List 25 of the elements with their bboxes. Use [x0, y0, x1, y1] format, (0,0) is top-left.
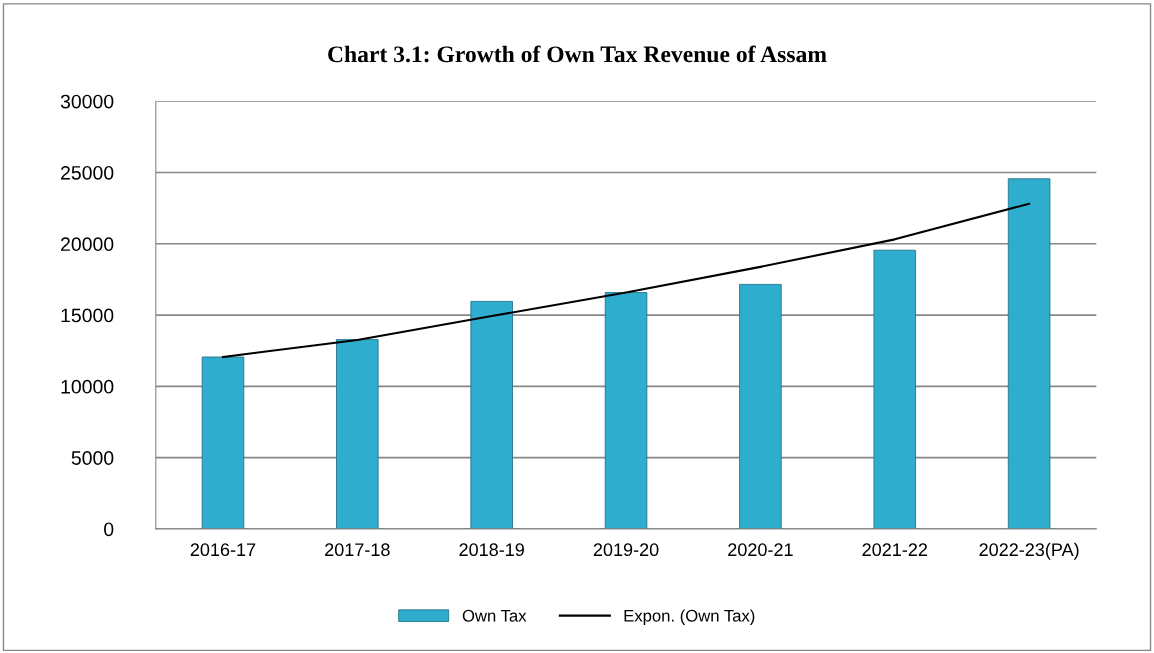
legend-label: Expon. (Own Tax)	[624, 609, 755, 625]
legend-label: Own Tax	[462, 609, 527, 622]
bar	[470, 300, 513, 529]
x-tick-label: 2022-23(PA)	[979, 542, 1079, 560]
y-tick-label: 5000	[71, 451, 114, 465]
bar	[873, 249, 917, 529]
y-tick-label: 0	[104, 522, 114, 537]
y-tick-label: 25000	[61, 165, 114, 180]
y-tick-label: 10000	[61, 379, 114, 394]
x-tick-label: 2018-19	[459, 543, 524, 557]
bar	[201, 356, 245, 529]
x-tick-label: 2016-17	[190, 543, 256, 557]
line-series	[221, 202, 1031, 359]
y-tick-label: 15000	[61, 308, 114, 323]
x-tick-label: 2017-18	[325, 543, 390, 557]
x-tick-label: 2021-22	[862, 543, 927, 557]
bar	[1007, 178, 1051, 529]
x-tick-label: 2020-21	[728, 543, 793, 557]
chart-title: Chart 3.1: Growth of Own Tax Revenue of Assam	[328, 45, 827, 63]
x-tick-label: 2019-20	[593, 543, 659, 557]
bar	[739, 284, 782, 529]
y-tick-label: 20000	[61, 237, 114, 252]
bar	[604, 292, 648, 529]
y-tick-label: 30000	[60, 94, 114, 109]
bar	[336, 339, 379, 529]
